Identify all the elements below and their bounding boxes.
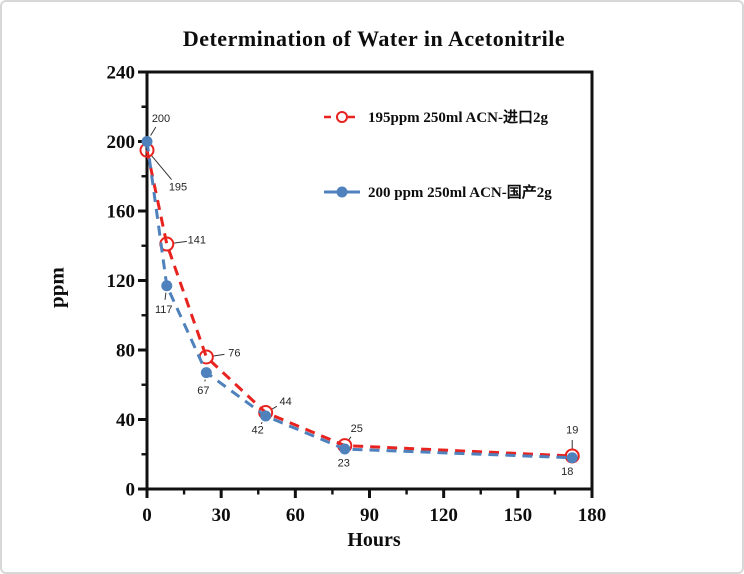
legend-label: 200 ppm 250ml ACN-国产2g [368,185,552,201]
y-axis-title: ppm [44,267,69,308]
point-label: 200 [152,113,170,125]
y-tick-label: 160 [107,202,136,223]
data-point-filled-circle [339,443,351,455]
point-label-leader [260,421,263,425]
plot-frame [145,70,594,491]
legend-item-imported: 195ppm 250ml ACN-进口2g [324,106,548,127]
legend-marker-blue-dashed-filled-circle-icon [324,184,360,200]
series-line-1 [145,141,573,460]
x-tick-label: 150 [504,505,533,526]
point-label: 76 [228,347,240,359]
point-label-leader [151,155,172,180]
chart-title: Determination of Water in Acetonitrile [182,26,566,51]
x-tick-label: 30 [212,505,231,526]
data-point-filled-circle [260,410,272,422]
point-label: 18 [561,466,573,478]
point-label-leader [173,240,187,244]
point-label-leader [150,126,157,136]
legend-marker-red-dashed-open-circle-icon [324,109,360,125]
data-point-filled-circle [161,280,173,292]
data-point-filled-circle [200,367,212,379]
x-tick-label: 90 [360,505,379,526]
series-line-0 [145,149,573,458]
point-label: 25 [351,423,363,435]
point-label: 44 [280,396,292,408]
y-tick-label: 40 [116,410,135,431]
x-tick-label: 60 [286,505,305,526]
y-tick-label: 240 [107,63,136,84]
point-label: 195 [169,182,187,194]
data-point-filled-circle [566,452,578,464]
point-label-leader [348,436,352,441]
point-label: 117 [155,304,173,316]
x-tick-label: 0 [142,505,152,526]
legend-label: 195ppm 250ml ACN-进口2g [368,110,549,126]
y-tick-label: 0 [126,480,136,501]
point-label: 42 [252,425,264,437]
point-label: 23 [338,458,350,470]
y-tick-label: 120 [107,271,136,292]
point-label: 67 [197,385,209,397]
x-axis-title: Hours [347,529,401,551]
point-label-leader [213,353,225,357]
x-tick-label: 120 [429,505,458,526]
x-tick-label: 180 [578,505,607,526]
point-label: 141 [188,235,206,247]
legend-item-domestic: 200 ppm 250ml ACN-国产2g [324,181,552,202]
point-label-leader [164,292,167,300]
data-point-filled-circle [141,136,153,147]
y-tick-label: 200 [107,132,136,153]
point-label: 19 [566,424,578,436]
y-tick-label: 80 [116,341,135,362]
point-label-leader [271,405,278,410]
